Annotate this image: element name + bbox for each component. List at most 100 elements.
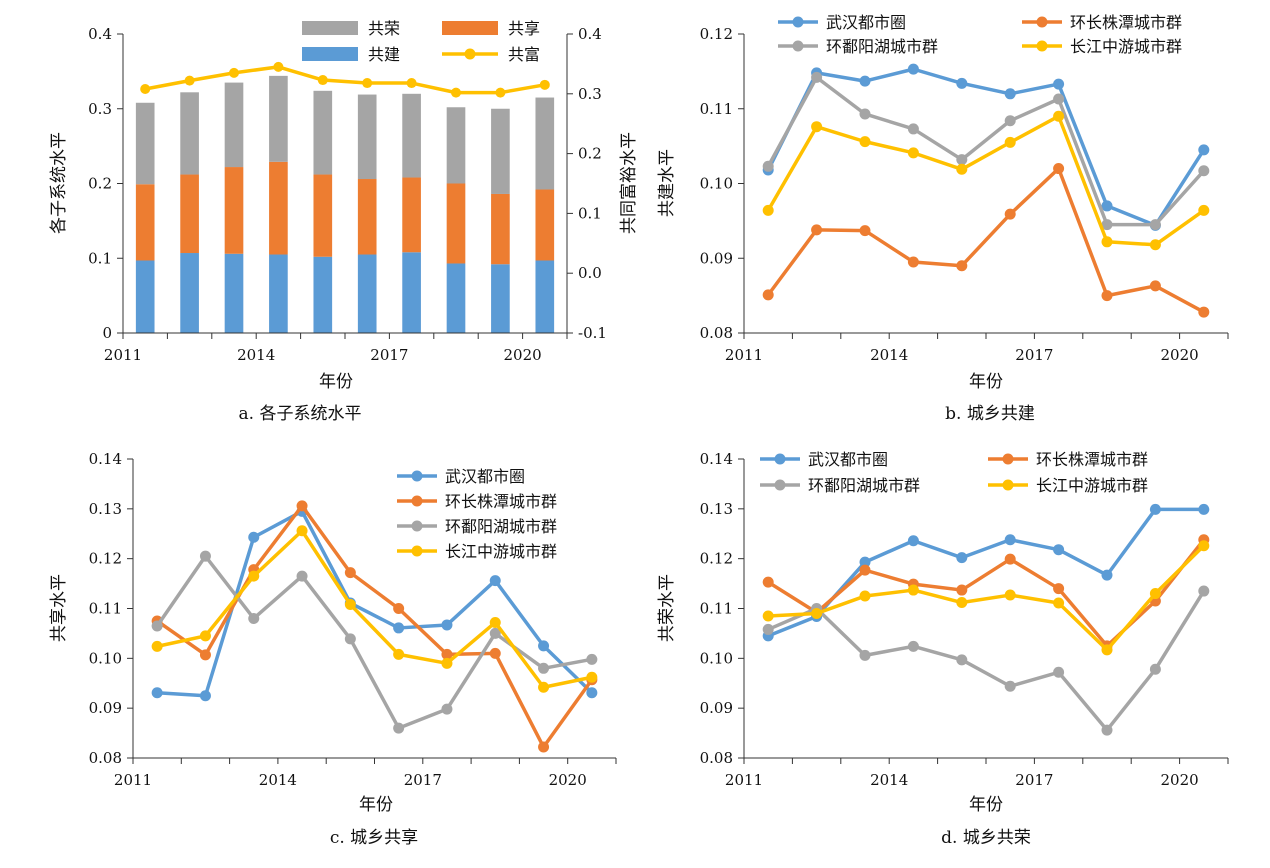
- series-b-0-point: [859, 75, 871, 87]
- series-b-1-point: [811, 224, 823, 236]
- legend-c-0-legend-marker: [411, 470, 423, 482]
- series-c-2-point: [344, 633, 356, 645]
- series-d-1-point: [1053, 583, 1065, 595]
- series-gongfu-point: [317, 75, 328, 86]
- bar-共建: [180, 253, 199, 333]
- series-c-0-point: [586, 687, 598, 699]
- series-d-2-point: [1101, 724, 1113, 736]
- series-b-3-point: [811, 121, 823, 133]
- bar-共享: [180, 174, 199, 254]
- y-tick-label: 0.11: [700, 600, 733, 618]
- series-gongfu-point: [495, 87, 506, 98]
- bar-共享: [535, 189, 555, 261]
- y-tick-label: 0.08: [700, 324, 733, 342]
- bar-共荣: [446, 107, 466, 184]
- series-d-0-point: [1053, 544, 1065, 556]
- legend-swatch: [302, 47, 358, 61]
- legend-b-1-legend-marker: [1036, 16, 1048, 28]
- legend-label: 武汉都市圈: [445, 467, 525, 486]
- series-c-3-point: [296, 525, 308, 537]
- y-tick-label: 0.10: [89, 649, 122, 667]
- series-c-3-point: [199, 630, 211, 642]
- legend-swatch: [442, 21, 498, 35]
- bar-共荣: [180, 92, 199, 175]
- x-axis-title: 年份: [319, 372, 353, 392]
- bar-共荣: [135, 102, 155, 185]
- bar-共享: [269, 161, 288, 255]
- legend-swatch: [302, 21, 358, 35]
- series-c-0-point: [151, 687, 163, 699]
- series-gongfu-point: [539, 79, 550, 90]
- series-d-0-point: [1101, 569, 1113, 581]
- series-b-3-point: [762, 204, 774, 216]
- panel-caption: b. 城乡共建: [945, 404, 1035, 424]
- series-b-2-line: [766, 75, 1206, 227]
- legend-c-1-legend-marker: [411, 495, 423, 507]
- series-d-0-point: [859, 556, 871, 568]
- bar-共荣: [357, 94, 377, 180]
- bar-共建: [224, 253, 244, 333]
- y-tick-label: 0.10: [700, 175, 733, 193]
- x-tick-label: 2020: [504, 346, 542, 364]
- series-gongfu-line: [144, 65, 546, 95]
- legend-d-2-legend-marker: [774, 479, 786, 491]
- series-b-2-point: [811, 71, 823, 83]
- series-c-2-point: [248, 612, 260, 624]
- series-b-0-point: [956, 77, 968, 89]
- series-c-0-point: [248, 531, 260, 543]
- series-c-2-line: [155, 554, 593, 730]
- series-c-2-point: [538, 662, 550, 674]
- legend-label: 武汉都市圈: [826, 13, 906, 32]
- series-b-2-point: [956, 154, 968, 166]
- series-b-2-point: [1198, 165, 1210, 177]
- panel-caption: c. 城乡共享: [330, 828, 418, 848]
- series-d-3-point: [762, 610, 774, 622]
- series-c-3-point: [151, 640, 163, 652]
- y-tick-label: 0.1: [88, 249, 112, 267]
- bar-共享: [224, 167, 244, 254]
- legend-label: 长江中游城市群: [1070, 37, 1182, 56]
- series-gongfu-point: [406, 78, 417, 89]
- series-d-2-point: [1149, 663, 1161, 675]
- series-b-1-point: [1149, 280, 1161, 292]
- bar-共荣: [402, 93, 421, 178]
- series-d-3-line: [768, 544, 1206, 652]
- y2-tick-label: 0.0: [578, 264, 602, 282]
- series-d-0-point: [907, 535, 919, 547]
- y-tick-label: 0.13: [89, 500, 122, 518]
- series-c-3-point: [538, 681, 550, 693]
- y-axis-title: 各子系统水平: [49, 132, 69, 234]
- legend-b-2-legend-marker: [792, 40, 804, 52]
- series-b-0-point: [1053, 78, 1065, 90]
- series-b-0-point: [1198, 144, 1210, 156]
- series-c-3-point: [248, 570, 260, 582]
- series-c-2-point: [441, 703, 453, 715]
- legend-label: 环鄱阳湖城市群: [445, 517, 557, 536]
- series-b-0-point: [1101, 200, 1113, 212]
- series-d-3-point: [1053, 597, 1065, 609]
- y-tick-label: 0.08: [700, 749, 733, 767]
- series-c-1-point: [489, 647, 501, 659]
- series-gongfu-point: [362, 78, 373, 89]
- series-d-1-point: [762, 576, 774, 588]
- legend-label: 环鄱阳湖城市群: [826, 37, 938, 56]
- legend-label: 共建: [368, 45, 400, 64]
- panel-c: 2011 2014 2017 2020 0.08 0.09 0.10 0.11 0.12 0.13…: [49, 450, 617, 848]
- legend-label: 环鄱阳湖城市群: [808, 476, 920, 495]
- bar-共荣: [224, 82, 244, 168]
- series-b-2-point: [762, 160, 774, 172]
- series-c-2-point: [199, 550, 211, 562]
- series-c-2-point: [296, 570, 308, 582]
- x-axis-title: 年份: [969, 372, 1003, 392]
- x-tick-label: 2017: [1015, 771, 1053, 789]
- y-tick-label: 0.12: [700, 25, 733, 43]
- series-d-2-line: [767, 590, 1206, 732]
- x-tick-label: 2014: [870, 346, 908, 364]
- bar-共建: [269, 254, 288, 333]
- bar-共享: [135, 184, 155, 261]
- y2-tick-label: 0.2: [578, 145, 602, 163]
- series-c-3-point: [344, 599, 356, 611]
- series-d-0-point: [1198, 503, 1210, 515]
- series-d-0-point: [1004, 534, 1016, 546]
- series-d-1-point: [859, 564, 871, 576]
